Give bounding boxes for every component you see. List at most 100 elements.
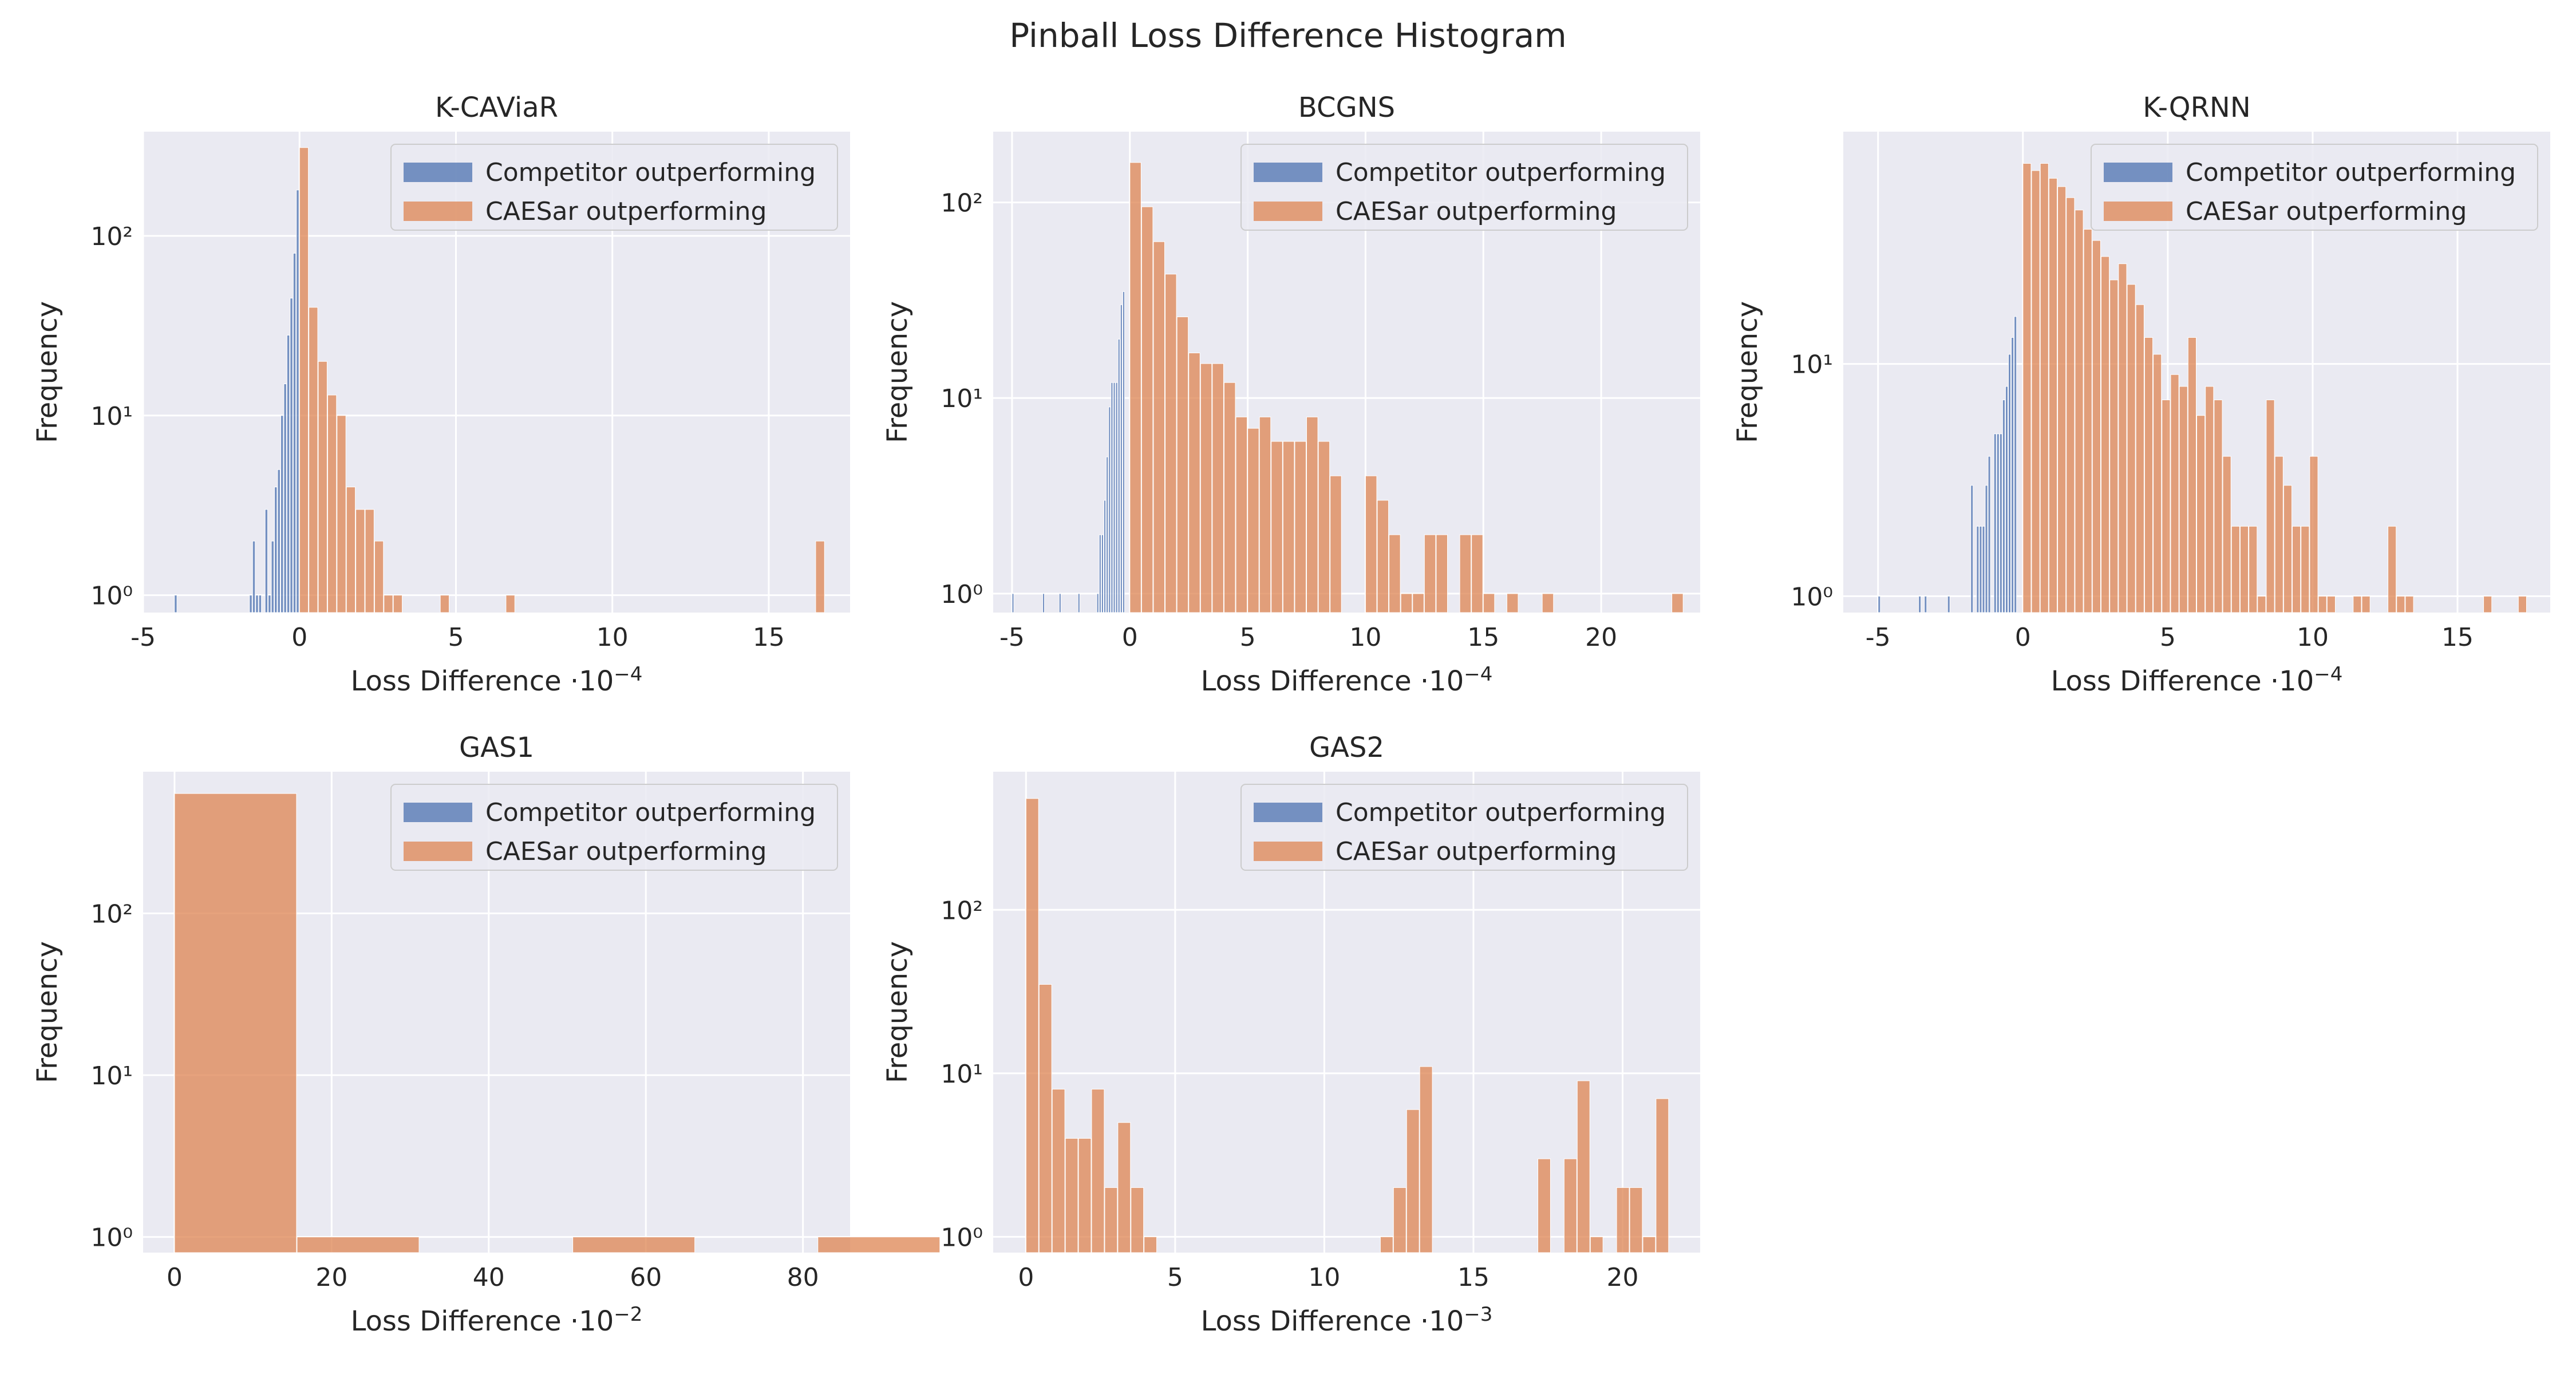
competitor-bar: [1985, 485, 1988, 613]
plot-area: -5 0 5 10 15 10⁰ 10¹ 10² Competitor outperformin…: [90, 132, 850, 652]
x-tick-label: 20: [315, 1263, 347, 1292]
caesar-bar: [327, 394, 337, 613]
x-tick-label: 20: [1607, 1263, 1639, 1292]
legend-swatch-competitor: [404, 803, 472, 822]
competitor-bar: [1947, 595, 1950, 613]
x-tick-label: 15: [753, 623, 785, 652]
caesar-bar: [2301, 526, 2310, 613]
legend-swatch-caesar: [404, 842, 472, 861]
caesar-bar: [365, 509, 374, 613]
caesar-bar: [1306, 416, 1318, 613]
legend: Competitor outperforming CAESar outperfor…: [1240, 784, 1688, 871]
caesar-bar: [1563, 1158, 1577, 1253]
competitor-bar: [1918, 595, 1922, 613]
competitor-bar: [1988, 456, 1991, 613]
x-tick-label: 20: [1585, 623, 1617, 652]
competitor-bar: [249, 595, 252, 613]
caesar-bar: [1271, 441, 1283, 613]
x-axis-label-scale: ·10: [1420, 665, 1464, 697]
caesar-bar: [2326, 595, 2336, 613]
competitor-bar: [1999, 433, 2002, 613]
competitor-bar: [252, 540, 256, 613]
y-tick-label: 10⁰: [941, 580, 983, 609]
competitor-bar: [1012, 593, 1014, 613]
caesar-bar: [174, 793, 297, 1253]
caesar-bar: [374, 540, 384, 613]
competitor-bar: [1976, 526, 1980, 613]
y-tick-label: 10¹: [90, 402, 133, 431]
competitor-bar: [1117, 338, 1120, 613]
caesar-bar: [1038, 984, 1052, 1253]
caesar-bar: [1176, 316, 1189, 613]
x-tick-label: 15: [1457, 1263, 1490, 1292]
caesar-bar: [2405, 595, 2414, 613]
caesar-bar: [2196, 415, 2206, 613]
legend-swatch-competitor: [1254, 163, 1322, 182]
caesar-bar: [440, 595, 450, 613]
x-tick-label: 15: [2441, 623, 2474, 652]
caesar-bar: [1330, 475, 1342, 613]
legend: Competitor outperforming CAESar outperfor…: [390, 144, 838, 231]
competitor-bar: [1101, 534, 1104, 613]
caesar-bar: [1117, 1122, 1131, 1253]
caesar-bar: [2309, 456, 2318, 613]
caesar-bar: [355, 509, 365, 613]
caesar-bar: [2205, 386, 2214, 613]
x-axis-label-exponent: −3: [1464, 1303, 1493, 1326]
x-axis-label-exponent: −2: [614, 1303, 643, 1326]
competitor-bar: [1122, 291, 1125, 613]
competitor-bar: [1979, 526, 1982, 613]
caesar-bar: [2031, 170, 2040, 613]
caesar-bar: [1131, 1187, 1144, 1253]
caesar-bar: [1141, 206, 1153, 613]
x-axis-label-scale: ·10: [570, 1305, 614, 1337]
caesar-bar: [2118, 263, 2127, 613]
caesar-bar: [2396, 595, 2405, 613]
competitor-bar: [1108, 406, 1111, 613]
caesar-bar: [318, 361, 327, 613]
competitor-bar: [271, 540, 275, 613]
x-tick-label: 0: [167, 1263, 183, 1292]
competitor-bar: [1103, 500, 1107, 613]
x-tick-label: 0: [291, 623, 307, 652]
caesar-bar: [337, 415, 346, 613]
caesar-bar: [1129, 162, 1141, 613]
caesar-bar: [1577, 1080, 1590, 1253]
competitor-bar: [1077, 593, 1080, 613]
plot-area: -5 0 5 10 15 10⁰ 10¹ Competitor outperforming CA…: [1791, 132, 2550, 652]
legend-swatch-caesar: [1254, 842, 1322, 861]
legend-label-competitor: Competitor outperforming: [2186, 158, 2516, 187]
x-axis-label-text: Loss Difference: [1200, 665, 1420, 697]
legend-swatch-caesar: [404, 202, 472, 221]
legend-label-competitor: Competitor outperforming: [1336, 798, 1666, 827]
caesar-bar: [1091, 1088, 1105, 1253]
caesar-bar: [2162, 400, 2171, 613]
caesar-bar: [1078, 1138, 1092, 1253]
caesar-bar: [1419, 1066, 1433, 1253]
x-axis-label: Loss Difference ·10−2: [143, 1303, 850, 1337]
axes-title: K-QRNN: [2143, 92, 2251, 124]
x-axis-label-scale: ·10: [570, 665, 614, 697]
axes-title: K-CAViaR: [435, 92, 558, 124]
caesar-bar: [1400, 593, 1413, 613]
plot-area: -5 0 5 10 15 20 10⁰ 10¹ 10² Competitor outperform…: [941, 132, 1700, 652]
caesar-bar: [1144, 1236, 1157, 1253]
legend-label-caesar: CAESar outperforming: [1336, 197, 1617, 226]
legend-swatch-caesar: [2104, 202, 2172, 221]
plot-area: 0 5 10 15 20 10⁰ 10¹ 10² Competitor outperformin…: [941, 772, 1700, 1292]
caesar-bar: [1538, 1158, 1551, 1253]
x-tick-label: 60: [630, 1263, 662, 1292]
competitor-bar: [2011, 337, 2014, 613]
caesar-bar: [2109, 279, 2119, 613]
legend: Competitor outperforming CAESar outperfor…: [1240, 144, 1688, 231]
caesar-bar: [1165, 274, 1177, 613]
caesar-bar: [297, 1237, 420, 1253]
x-tick-label: 0: [1122, 623, 1138, 652]
caesar-bar: [505, 595, 515, 613]
caesar-bar: [1200, 363, 1212, 613]
caesar-bar: [2179, 386, 2188, 613]
x-tick-label: 0: [2015, 623, 2031, 652]
competitor-bar: [277, 469, 280, 613]
caesar-bar: [2187, 337, 2196, 613]
caesar-bar: [2040, 163, 2049, 613]
